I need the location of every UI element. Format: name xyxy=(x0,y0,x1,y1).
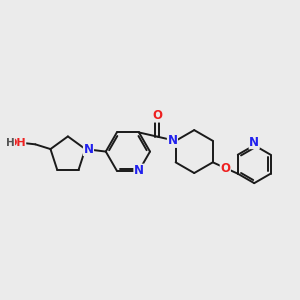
Text: O: O xyxy=(152,109,162,122)
Text: O: O xyxy=(220,161,230,175)
Text: N: N xyxy=(134,164,144,177)
Text: OH: OH xyxy=(7,138,26,148)
Text: N: N xyxy=(249,136,259,148)
Text: N: N xyxy=(167,134,178,147)
Text: N: N xyxy=(83,142,94,156)
Text: H: H xyxy=(6,138,14,148)
